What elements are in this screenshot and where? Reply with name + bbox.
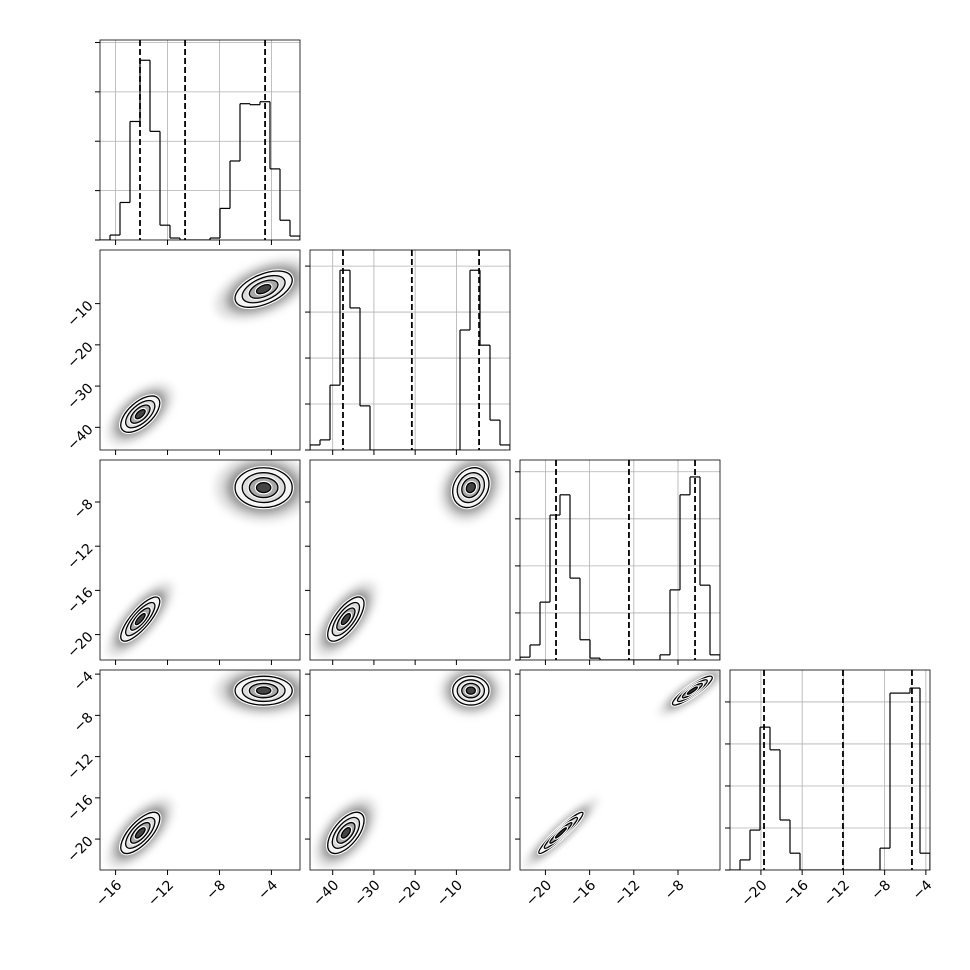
x-tick-label: −4 <box>910 877 936 903</box>
contour <box>554 827 568 839</box>
panel <box>520 460 720 660</box>
panel-frame <box>99 39 301 241</box>
contour <box>134 827 146 839</box>
y-tick-label: −12 <box>64 751 96 783</box>
panel <box>523 670 720 868</box>
panel-frame <box>99 669 301 871</box>
contour <box>340 827 352 839</box>
y-tick-label: −10 <box>64 298 96 330</box>
x-tick-label: −4 <box>255 877 281 903</box>
contour <box>255 283 272 295</box>
panel <box>100 40 300 240</box>
y-tick-label: −20 <box>64 833 96 865</box>
contour <box>255 686 272 695</box>
panel-frame <box>99 459 301 661</box>
x-tick-label: −20 <box>393 877 425 909</box>
panel-frame <box>309 669 511 871</box>
contour <box>465 686 477 695</box>
y-tick-label: −20 <box>64 629 96 661</box>
panel <box>107 460 300 657</box>
panel-frame <box>519 669 721 871</box>
contour <box>134 612 146 626</box>
contour <box>255 482 272 494</box>
x-tick-label: −12 <box>145 877 177 909</box>
y-tick-label: −30 <box>64 380 96 412</box>
y-tick-label: −8 <box>71 496 97 522</box>
y-tick-label: −4 <box>71 668 97 694</box>
panel-frame <box>309 459 511 661</box>
x-tick-label: −30 <box>351 877 383 909</box>
x-tick-label: −8 <box>662 877 688 903</box>
contour <box>340 612 352 626</box>
x-tick-label: −20 <box>523 877 555 909</box>
x-tick-label: −16 <box>567 877 599 909</box>
panel-frame <box>519 459 721 661</box>
x-tick-label: −20 <box>738 877 770 909</box>
contour <box>686 686 698 695</box>
panel <box>315 460 502 657</box>
x-tick-label: −40 <box>310 877 342 909</box>
y-tick-label: −8 <box>71 710 97 736</box>
y-tick-label: −16 <box>64 792 96 824</box>
contour <box>465 482 477 494</box>
x-tick-label: −12 <box>821 877 853 909</box>
x-tick-label: −8 <box>203 877 229 903</box>
y-tick-label: −12 <box>64 541 96 573</box>
panel <box>730 670 930 870</box>
x-tick-label: −10 <box>434 877 466 909</box>
x-tick-label: −16 <box>93 877 125 909</box>
x-tick-label: −8 <box>868 877 894 903</box>
y-tick-label: −20 <box>64 339 96 371</box>
y-tick-label: −40 <box>64 422 96 454</box>
panel <box>107 670 300 868</box>
panel <box>310 250 510 450</box>
contour <box>134 408 146 420</box>
panel <box>315 670 502 868</box>
panel <box>107 258 300 445</box>
panel-frame <box>99 249 301 451</box>
panel-frame <box>309 249 511 451</box>
x-tick-label: −16 <box>780 877 812 909</box>
y-tick-label: −16 <box>64 585 96 617</box>
panel-frame <box>729 669 931 871</box>
x-tick-label: −12 <box>611 877 643 909</box>
